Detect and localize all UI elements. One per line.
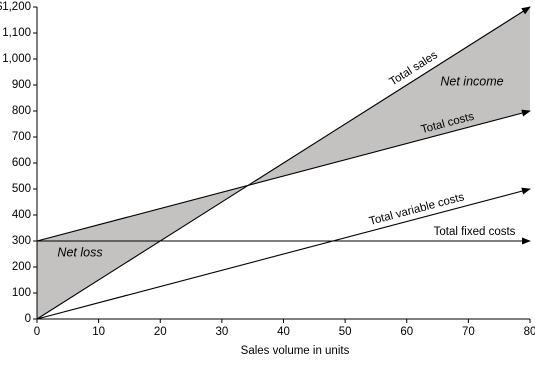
y-tick-label: 300 [12,235,31,247]
y-tick-label: 1,000 [2,53,31,65]
annotation: Net loss [57,245,102,259]
x-tick-label: 60 [400,326,413,338]
series-line [36,187,531,320]
y-tick-label: 700 [12,131,31,143]
annotation: Net income [440,74,503,88]
series-label: Total fixed costs [434,226,516,238]
y-tick-label: 400 [12,209,31,221]
y-tick-label: 900 [12,79,31,91]
x-tick-label: 30 [215,326,228,338]
x-tick-label: 0 [34,326,40,338]
y-tick-label: 600 [12,157,31,169]
x-tick-label: 40 [277,326,290,338]
y-tick-label: 0 [25,313,31,325]
series-line [36,109,531,242]
x-tick-label: 20 [154,326,167,338]
y-tick-label: $1,200 [0,1,31,13]
y-tick-label: 1,100 [2,27,31,39]
y-tick-label: 100 [12,287,31,299]
series-line [36,6,531,320]
x-tick-label: 10 [92,326,105,338]
x-axis-label: Sales volume in units [241,345,350,357]
x-tick-label: 50 [339,326,352,338]
x-tick-label: 70 [462,326,475,338]
y-tick-label: 500 [12,183,31,195]
y-tick-label: 200 [12,261,31,273]
y-tick-label: 800 [12,105,31,117]
x-tick-label: 80 [524,326,535,338]
